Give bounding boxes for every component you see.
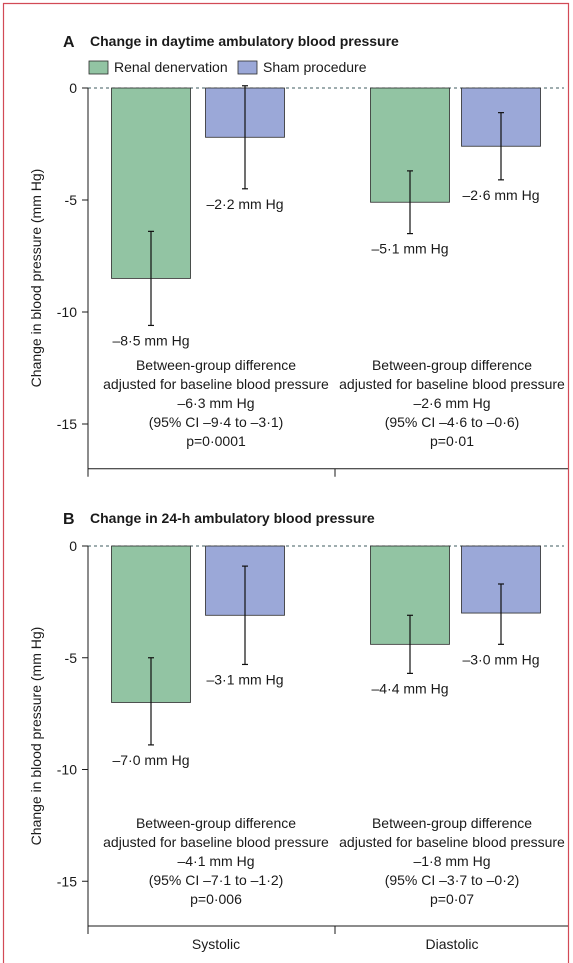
panel-a-daytime: A Change in daytime ambulatory blood pres… bbox=[28, 33, 568, 477]
y-axis-label: Change in blood pressure (mm Hg) bbox=[28, 169, 44, 388]
data-label-renal-denervation-systolic: –7·0 mm Hg bbox=[112, 752, 189, 768]
data-label-sham-procedure-systolic: –2·2 mm Hg bbox=[206, 196, 283, 212]
y-tick-label: -15 bbox=[57, 416, 77, 432]
between-group-difference-diastolic-line-2: adjusted for baseline blood pressure bbox=[339, 376, 565, 392]
between-group-difference-systolic-line-3: –6·3 mm Hg bbox=[177, 395, 254, 411]
panel-letter: A bbox=[63, 34, 75, 51]
y-tick-label: -5 bbox=[65, 650, 78, 666]
panel-b-24h: B Change in 24-h ambulatory blood pressur… bbox=[28, 510, 568, 952]
y-tick-label: 0 bbox=[69, 538, 77, 554]
between-group-difference-systolic-line-4: (95% CI –9·4 to –3·1) bbox=[149, 414, 284, 430]
data-label-sham-procedure-diastolic: –2·6 mm Hg bbox=[462, 187, 539, 203]
data-label-renal-denervation-diastolic: –5·1 mm Hg bbox=[371, 241, 448, 257]
y-tick-label: -10 bbox=[57, 304, 77, 320]
between-group-difference-diastolic-line-5: p=0·01 bbox=[430, 433, 474, 449]
legend-swatch-renal-denervation bbox=[88, 60, 109, 75]
x-category-label-systolic: Systolic bbox=[192, 936, 240, 952]
between-group-difference-systolic-line-3: –4·1 mm Hg bbox=[177, 853, 254, 869]
between-group-difference-systolic-line-2: adjusted for baseline blood pressure bbox=[103, 834, 329, 850]
between-group-difference-diastolic-line-5: p=0·07 bbox=[430, 891, 474, 907]
x-category-label-diastolic: Diastolic bbox=[426, 936, 479, 952]
between-group-difference-diastolic-line-1: Between-group difference bbox=[372, 357, 532, 373]
legend-label-renal-denervation: Renal denervation bbox=[114, 59, 228, 75]
panel-title: Change in daytime ambulatory blood press… bbox=[90, 33, 399, 49]
between-group-difference-systolic-line-5: p=0·006 bbox=[190, 891, 242, 907]
between-group-difference-diastolic-line-4: (95% CI –3·7 to –0·2) bbox=[385, 872, 520, 888]
legend-label-sham-procedure: Sham procedure bbox=[263, 59, 367, 75]
y-tick-label: -5 bbox=[65, 192, 78, 208]
legend-swatch-sham-procedure bbox=[237, 60, 258, 75]
between-group-difference-diastolic-line-3: –1·8 mm Hg bbox=[413, 853, 490, 869]
y-tick-label: -15 bbox=[57, 873, 77, 889]
between-group-difference-systolic-line-4: (95% CI –7·1 to –1·2) bbox=[149, 872, 284, 888]
y-tick-label: -10 bbox=[57, 762, 77, 778]
between-group-difference-systolic-line-5: p=0·0001 bbox=[186, 433, 246, 449]
between-group-difference-systolic-line-1: Between-group difference bbox=[136, 815, 296, 831]
data-label-renal-denervation-diastolic: –4·4 mm Hg bbox=[371, 680, 448, 696]
between-group-difference-systolic-line-1: Between-group difference bbox=[136, 357, 296, 373]
between-group-difference-diastolic-line-1: Between-group difference bbox=[372, 815, 532, 831]
y-tick-label: 0 bbox=[69, 80, 77, 96]
data-label-sham-procedure-systolic: –3·1 mm Hg bbox=[206, 671, 283, 687]
between-group-difference-diastolic-line-3: –2·6 mm Hg bbox=[413, 395, 490, 411]
between-group-difference-diastolic-line-2: adjusted for baseline blood pressure bbox=[339, 834, 565, 850]
panel-title: Change in 24-h ambulatory blood pressure bbox=[90, 510, 375, 526]
y-axis-label: Change in blood pressure (mm Hg) bbox=[28, 627, 44, 846]
panel-letter: B bbox=[63, 511, 75, 528]
data-label-sham-procedure-diastolic: –3·0 mm Hg bbox=[462, 651, 539, 667]
data-label-renal-denervation-systolic: –8·5 mm Hg bbox=[112, 332, 189, 348]
between-group-difference-systolic-line-2: adjusted for baseline blood pressure bbox=[103, 376, 329, 392]
between-group-difference-diastolic-line-4: (95% CI –4·6 to –0·6) bbox=[385, 414, 520, 430]
